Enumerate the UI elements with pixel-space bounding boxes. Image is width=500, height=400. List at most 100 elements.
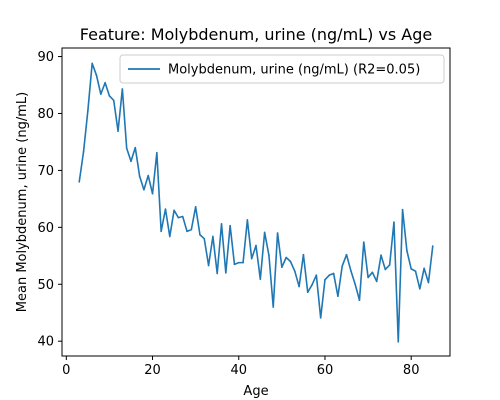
data-point [268,254,270,257]
data-point [388,264,391,266]
data-point [168,235,171,238]
data-point [203,237,206,240]
data-point [250,257,253,260]
y-axis-label: Mean Molybdenum, urine (ng/mL) [15,92,30,312]
data-point [324,278,326,281]
data-point [401,208,404,211]
data-point [212,235,214,238]
data-point [419,288,421,290]
data-point [100,93,102,95]
data-point [173,209,175,212]
data-point [371,271,374,274]
data-point [91,62,93,65]
legend-label-series-1: Molybdenum, urine (ng/mL) (R2=0.05) [168,63,420,78]
data-point [117,130,119,132]
data-point [345,253,348,256]
data-point [319,317,322,319]
data-point [143,188,145,191]
y-tick-label: 60 [37,221,54,236]
data-point [285,256,287,259]
data-point [78,180,81,183]
legend: Molybdenum, urine (ng/mL) (R2=0.05) [119,54,445,84]
data-point [414,270,417,272]
y-axis-ticks: 40 50 60 70 80 90 [37,50,62,350]
data-point [130,160,132,163]
data-point [108,95,111,97]
y-tick-label: 70 [37,164,54,179]
data-point [220,223,223,225]
data-point [82,150,85,153]
data-point [160,230,162,233]
data-point [276,232,279,234]
data-point [341,265,344,267]
data-point [95,74,98,77]
data-point [229,224,231,227]
x-tick-label: 80 [403,363,420,378]
data-point [134,146,137,149]
data-point [181,215,184,218]
y-tick-label: 50 [37,278,54,293]
data-point [289,260,292,263]
data-point [362,241,365,243]
data-point [177,216,180,219]
data-point [246,219,249,221]
x-tick-label: 0 [62,363,70,378]
data-point [427,281,430,284]
data-point [164,208,167,210]
data-point [350,269,352,272]
data-point [199,233,201,236]
data-point [302,253,305,256]
data-point [367,276,369,279]
data-point [112,99,115,102]
data-point [190,228,193,231]
data-point [375,280,378,283]
data-point [358,299,361,302]
chart-title: Feature: Molybdenum, urine (ng/mL) vs Ag… [80,25,432,44]
x-tick-label: 20 [144,363,161,378]
data-point [186,230,188,233]
data-point [121,88,124,90]
data-point [406,249,408,252]
data-point [332,272,335,275]
data-point [410,268,413,270]
data-point [337,295,339,298]
data-point [272,306,275,308]
data-point [423,267,425,270]
plot-frame [61,47,451,357]
x-tick-label: 60 [317,363,334,378]
data-point [151,192,154,195]
data-point [311,284,313,286]
series-group [78,62,434,343]
data-point [237,261,240,264]
y-tick-label: 90 [37,50,54,65]
data-point [225,272,227,274]
x-axis-label: Age [243,384,268,399]
data-point [216,272,218,275]
data-point [328,274,331,276]
data-point [354,283,356,286]
data-point [125,147,128,149]
data-point [281,266,283,268]
data-point [87,109,89,112]
data-point [242,261,244,264]
data-point [138,175,141,177]
data-point [194,206,197,208]
data-point [147,174,150,177]
x-axis-ticks: 0 20 40 60 80 [62,356,419,378]
plot-area: 0 20 40 60 80 40 50 60 70 80 90 [37,47,451,378]
data-point [431,245,434,247]
data-point [306,291,309,294]
data-point [207,264,210,267]
data-point [315,274,318,276]
data-point [393,221,395,224]
data-point [233,263,236,266]
data-point [156,151,158,154]
data-point [259,278,262,280]
data-point [104,81,106,84]
data-point [255,244,257,247]
data-point [263,231,266,234]
data-point [380,254,382,257]
data-point [294,270,296,272]
y-tick-label: 40 [37,335,54,350]
